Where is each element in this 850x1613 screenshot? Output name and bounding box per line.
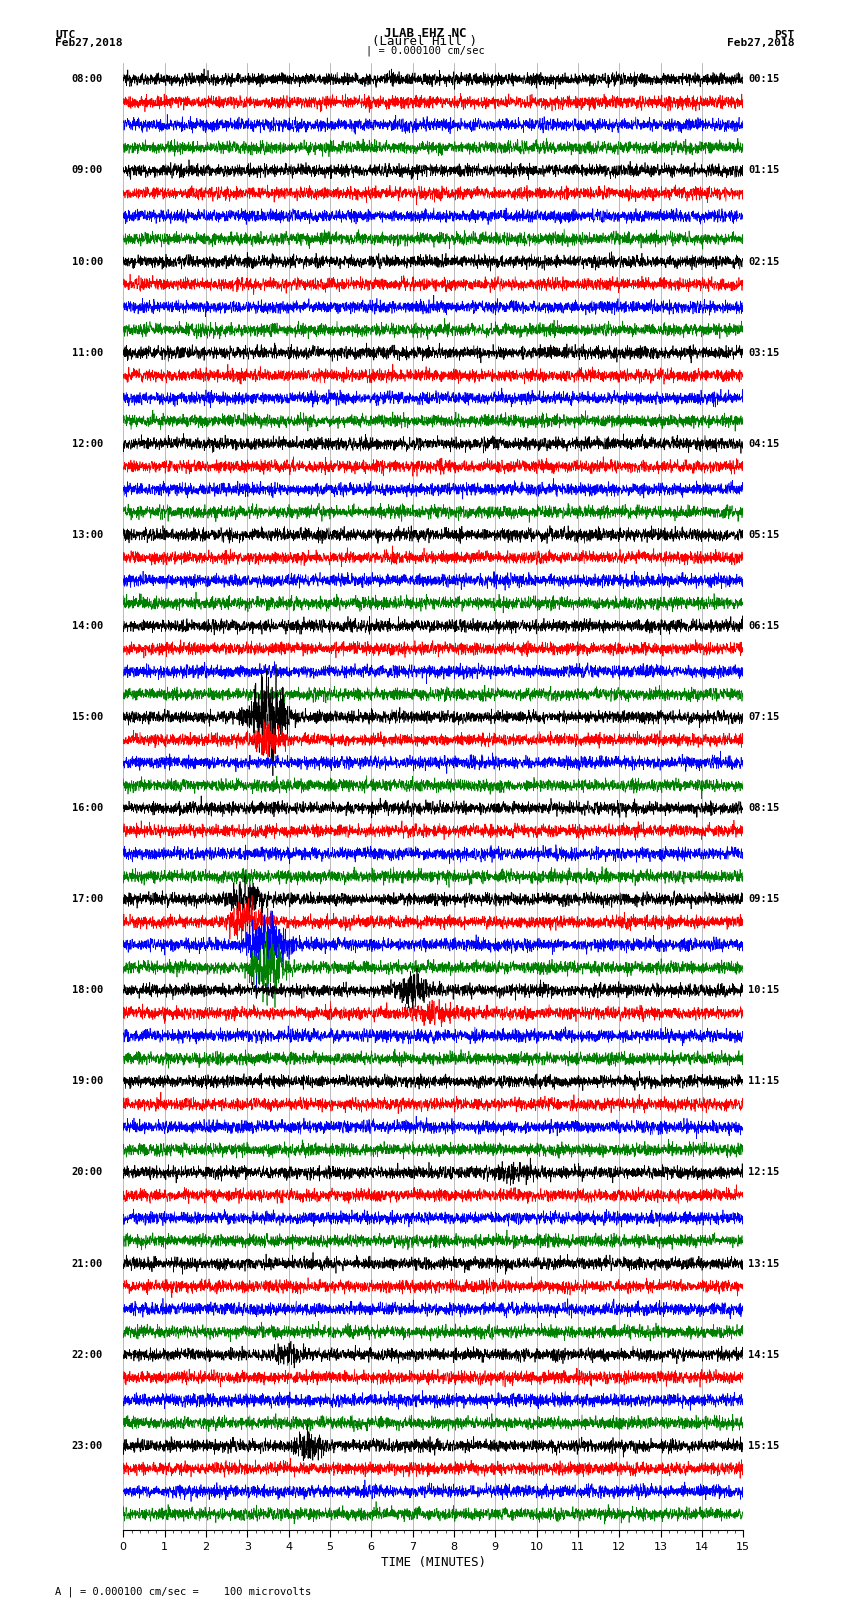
Text: 12:00: 12:00: [71, 439, 103, 448]
Text: 17:00: 17:00: [71, 894, 103, 905]
Text: 10:15: 10:15: [748, 986, 779, 995]
Text: PST: PST: [774, 29, 795, 39]
Text: 01:15: 01:15: [748, 166, 779, 176]
Text: 22:00: 22:00: [71, 1350, 103, 1360]
Text: 08:00: 08:00: [71, 74, 103, 84]
Text: 21:00: 21:00: [71, 1258, 103, 1268]
Text: 07:15: 07:15: [748, 711, 779, 723]
Text: 09:15: 09:15: [748, 894, 779, 905]
Text: 02:15: 02:15: [748, 256, 779, 266]
Text: 08:15: 08:15: [748, 803, 779, 813]
Text: 09:00: 09:00: [71, 166, 103, 176]
Text: 12:15: 12:15: [748, 1168, 779, 1177]
Text: 11:00: 11:00: [71, 348, 103, 358]
Text: JLAB EHZ NC: JLAB EHZ NC: [383, 26, 467, 39]
Text: 18:00: 18:00: [71, 986, 103, 995]
Text: 20:00: 20:00: [71, 1168, 103, 1177]
Text: 13:15: 13:15: [748, 1258, 779, 1268]
Text: 15:15: 15:15: [748, 1440, 779, 1450]
Text: 11:15: 11:15: [748, 1076, 779, 1087]
Text: 03:15: 03:15: [748, 348, 779, 358]
Text: 04:15: 04:15: [748, 439, 779, 448]
X-axis label: TIME (MINUTES): TIME (MINUTES): [381, 1557, 485, 1569]
Text: 15:00: 15:00: [71, 711, 103, 723]
Text: | = 0.000100 cm/sec: | = 0.000100 cm/sec: [366, 45, 484, 56]
Text: 19:00: 19:00: [71, 1076, 103, 1087]
Text: 06:15: 06:15: [748, 621, 779, 631]
Text: 23:00: 23:00: [71, 1440, 103, 1450]
Text: A | = 0.000100 cm/sec =    100 microvolts: A | = 0.000100 cm/sec = 100 microvolts: [55, 1586, 311, 1597]
Text: Feb27,2018: Feb27,2018: [55, 37, 122, 47]
Text: 00:15: 00:15: [748, 74, 779, 84]
Text: 13:00: 13:00: [71, 529, 103, 540]
Text: (Laurel Hill ): (Laurel Hill ): [372, 34, 478, 47]
Text: UTC: UTC: [55, 29, 76, 39]
Text: 14:15: 14:15: [748, 1350, 779, 1360]
Text: 14:00: 14:00: [71, 621, 103, 631]
Text: 05:15: 05:15: [748, 529, 779, 540]
Text: 10:00: 10:00: [71, 256, 103, 266]
Text: Feb27,2018: Feb27,2018: [728, 37, 795, 47]
Text: 16:00: 16:00: [71, 803, 103, 813]
